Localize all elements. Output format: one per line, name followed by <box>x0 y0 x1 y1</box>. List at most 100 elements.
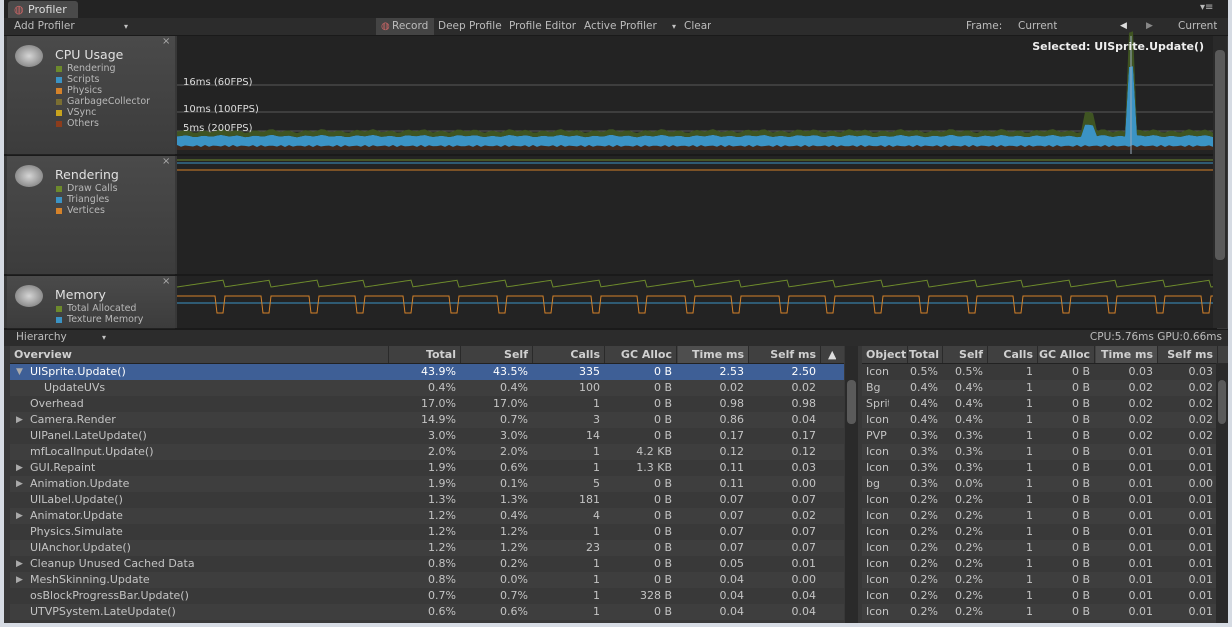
table-row[interactable] <box>862 444 1228 460</box>
fps-label: 10ms (100FPS) <box>183 104 259 115</box>
fps-label: 5ms (200FPS) <box>183 123 253 134</box>
table-row[interactable] <box>10 588 844 604</box>
table-cell: 0.17 <box>791 429 817 442</box>
column-header[interactable]: Calls <box>989 346 1038 363</box>
toolbar-clear[interactable]: Clear <box>684 20 712 32</box>
table-row[interactable] <box>862 604 1228 620</box>
record-bg[interactable] <box>376 18 434 35</box>
table-row[interactable] <box>862 540 1228 556</box>
table-row[interactable] <box>10 524 844 540</box>
column-header[interactable]: Object <box>862 346 908 363</box>
table-row[interactable] <box>10 492 844 508</box>
column-header[interactable]: GC Alloc <box>1039 346 1095 363</box>
toolbar-current[interactable]: Current <box>1178 20 1218 32</box>
table-cell: 1 <box>593 525 600 538</box>
table-row[interactable] <box>862 556 1228 572</box>
table-cell: 0.01 <box>1188 541 1214 554</box>
table-row[interactable] <box>862 572 1228 588</box>
tree-toggle[interactable]: ▶ <box>16 463 23 473</box>
table-scroll-thumb[interactable] <box>847 380 856 424</box>
column-header[interactable]: Overview <box>10 346 389 363</box>
table-cell: 1.2% <box>428 541 456 554</box>
tree-toggle[interactable]: ▶ <box>16 511 23 521</box>
window-menu[interactable]: ▾≡ <box>1200 2 1214 13</box>
column-header[interactable]: Self <box>462 346 533 363</box>
table-row[interactable] <box>862 508 1228 524</box>
table-cell: 0.01 <box>1128 557 1154 570</box>
column-header[interactable]: Calls <box>534 346 605 363</box>
table-row[interactable] <box>10 380 844 396</box>
table-cell: IconBg1 <box>866 541 889 554</box>
table-row[interactable] <box>10 540 844 556</box>
toolbar-frame-value[interactable]: Current <box>1018 20 1058 32</box>
panel-title: Memory <box>55 287 106 302</box>
table-cell: bg <box>866 477 880 490</box>
table-row[interactable] <box>862 364 1228 380</box>
column-header[interactable]: Self ms <box>1159 346 1218 363</box>
table-row[interactable] <box>862 588 1228 604</box>
table-cell: 0 B <box>1071 493 1090 506</box>
column-header[interactable]: Total <box>909 346 943 363</box>
dropdown-arrow[interactable]: ▾ <box>124 22 129 31</box>
table-cell: 335 <box>579 365 600 378</box>
table-row[interactable] <box>862 412 1228 428</box>
next-frame[interactable]: ▶ <box>1146 21 1153 31</box>
sort-indicator[interactable]: ▲ <box>828 348 837 361</box>
table-row[interactable] <box>10 604 844 620</box>
table-cell: 1 <box>1026 461 1033 474</box>
table-row[interactable] <box>10 460 844 476</box>
graph-scroll-thumb[interactable] <box>1215 50 1225 260</box>
tree-toggle[interactable]: ▶ <box>16 575 23 585</box>
toolbar-deep-profile[interactable]: Deep Profile <box>438 20 502 32</box>
table-row[interactable] <box>10 428 844 444</box>
column-header[interactable]: GC Alloc <box>606 346 677 363</box>
table-row[interactable] <box>862 428 1228 444</box>
tree-toggle[interactable]: ▶ <box>16 559 23 569</box>
table-row[interactable] <box>10 364 844 380</box>
table-cell: 0.8% <box>428 557 456 570</box>
table-row[interactable] <box>862 524 1228 540</box>
panel-close[interactable]: × <box>162 276 171 287</box>
table-row[interactable] <box>862 396 1228 412</box>
panel-close[interactable]: × <box>162 36 171 47</box>
table-row[interactable] <box>862 460 1228 476</box>
table-row[interactable] <box>10 508 844 524</box>
table-row[interactable] <box>10 396 844 412</box>
table-row[interactable] <box>10 572 844 588</box>
graph-area <box>177 276 1217 328</box>
view-dropdown[interactable]: Hierarchy <box>16 331 67 343</box>
prev-frame[interactable]: ◀ <box>1120 21 1127 31</box>
tree-toggle[interactable]: ▶ <box>16 479 23 489</box>
tree-toggle[interactable]: ▶ <box>16 415 23 425</box>
table-row[interactable] <box>10 556 844 572</box>
column-header[interactable]: Time ms <box>1096 346 1158 363</box>
table-row[interactable] <box>862 380 1228 396</box>
column-header[interactable]: Time ms <box>678 346 749 363</box>
table-row[interactable] <box>862 476 1228 492</box>
column-header[interactable]: Self ms <box>750 346 821 363</box>
tab[interactable]: ◍ Profiler <box>8 1 78 18</box>
panel-close[interactable]: × <box>162 156 171 167</box>
toolbar-active-profiler[interactable]: Active Profiler <box>584 20 657 32</box>
column-header[interactable]: Total <box>390 346 461 363</box>
table-cell: 2.53 <box>719 365 745 378</box>
dropdown-arrow[interactable]: ▾ <box>672 22 677 31</box>
table-cell: 0.11 <box>719 461 745 474</box>
column-header[interactable]: Self <box>944 346 988 363</box>
dropdown-arrow[interactable]: ▾ <box>102 333 107 342</box>
table-scroll-thumb[interactable] <box>1218 380 1226 424</box>
toolbar-profile-editor[interactable]: Profile Editor <box>509 20 577 32</box>
table-cell: IconBg1 <box>866 557 889 570</box>
table-cell: 1 <box>1026 397 1033 410</box>
toolbar-record[interactable]: Record <box>392 20 429 32</box>
table-row[interactable] <box>10 412 844 428</box>
table-cell: 0.01 <box>1188 573 1214 586</box>
toolbar-add-profiler[interactable]: Add Profiler <box>14 20 75 32</box>
table-cell: 2.0% <box>500 445 528 458</box>
tree-toggle[interactable]: ▼ <box>16 367 23 377</box>
table-row[interactable] <box>10 444 844 460</box>
table-row[interactable] <box>862 492 1228 508</box>
table-row[interactable] <box>10 476 844 492</box>
memory-total <box>176 279 1218 288</box>
table-cell: 0.2% <box>910 541 938 554</box>
